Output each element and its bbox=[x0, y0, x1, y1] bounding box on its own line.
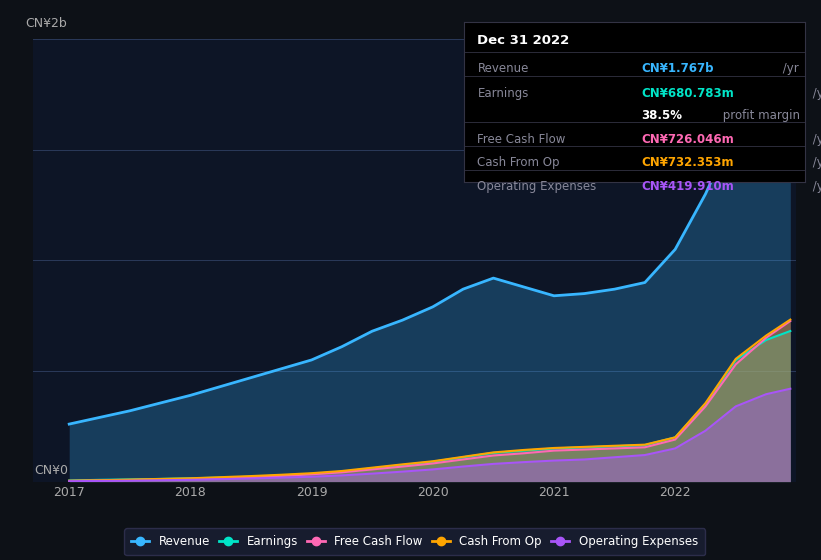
Text: CN¥1.767b: CN¥1.767b bbox=[641, 62, 713, 75]
Text: CN¥2b: CN¥2b bbox=[25, 17, 67, 30]
Text: /yr: /yr bbox=[810, 156, 821, 170]
Text: Operating Expenses: Operating Expenses bbox=[478, 180, 597, 193]
Text: CN¥419.910m: CN¥419.910m bbox=[641, 180, 734, 193]
Text: profit margin: profit margin bbox=[719, 109, 800, 122]
Text: CN¥732.353m: CN¥732.353m bbox=[641, 156, 733, 170]
Text: /yr: /yr bbox=[810, 180, 821, 193]
Text: Dec 31 2022: Dec 31 2022 bbox=[478, 34, 570, 46]
Text: /yr: /yr bbox=[810, 87, 821, 100]
Text: Cash From Op: Cash From Op bbox=[478, 156, 560, 170]
Text: /yr: /yr bbox=[779, 62, 799, 75]
Text: Free Cash Flow: Free Cash Flow bbox=[478, 133, 566, 146]
Text: Earnings: Earnings bbox=[478, 87, 529, 100]
Text: CN¥680.783m: CN¥680.783m bbox=[641, 87, 734, 100]
Text: /yr: /yr bbox=[810, 133, 821, 146]
Legend: Revenue, Earnings, Free Cash Flow, Cash From Op, Operating Expenses: Revenue, Earnings, Free Cash Flow, Cash … bbox=[124, 528, 705, 556]
Text: CN¥0: CN¥0 bbox=[34, 464, 68, 477]
Text: CN¥726.046m: CN¥726.046m bbox=[641, 133, 734, 146]
Text: 38.5%: 38.5% bbox=[641, 109, 682, 122]
Text: Revenue: Revenue bbox=[478, 62, 529, 75]
